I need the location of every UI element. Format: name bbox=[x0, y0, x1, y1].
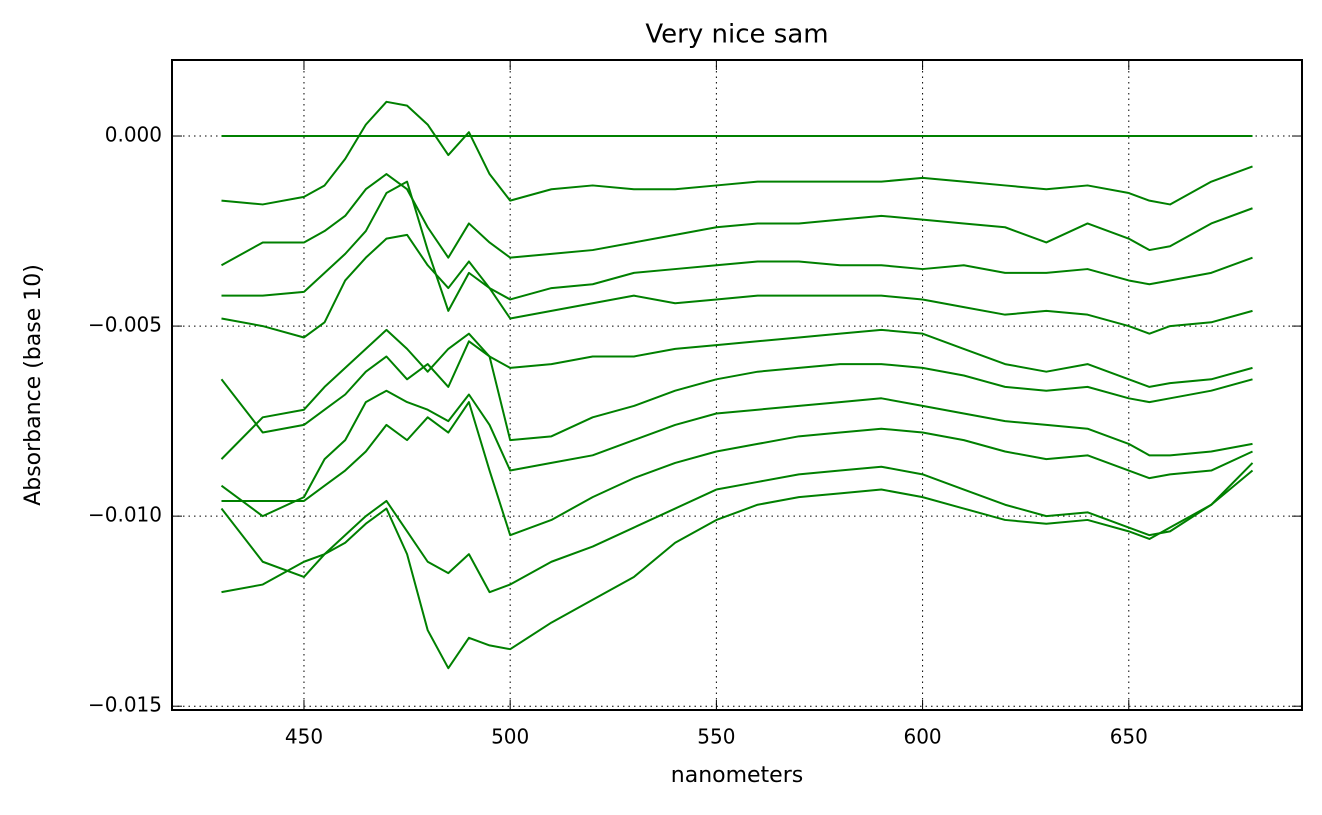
plot-frame bbox=[171, 59, 1303, 711]
data-line bbox=[221, 401, 1253, 537]
x-tick-label: 450 bbox=[285, 725, 323, 749]
x-tick-label: 650 bbox=[1110, 725, 1148, 749]
y-axis-label: Absorbance (base 10) bbox=[21, 264, 46, 506]
data-line bbox=[220, 462, 1254, 594]
data-line bbox=[220, 389, 1253, 518]
y-tick-label: −0.010 bbox=[88, 503, 162, 527]
data-line bbox=[220, 328, 1253, 434]
x-tick-label: 550 bbox=[697, 725, 735, 749]
chart-title: Very nice sam bbox=[645, 20, 828, 50]
x-axis-label: nanometers bbox=[671, 763, 803, 788]
data-line bbox=[221, 233, 1253, 339]
x-tick-label: 500 bbox=[491, 725, 529, 749]
data-line bbox=[221, 173, 1253, 267]
data-line bbox=[221, 469, 1254, 670]
data-line bbox=[221, 100, 1253, 206]
x-tick-label: 600 bbox=[903, 725, 941, 749]
y-tick-label: −0.005 bbox=[88, 313, 162, 337]
y-tick-label: 0.000 bbox=[105, 123, 162, 147]
data-line bbox=[221, 180, 1253, 312]
y-tick-label: −0.015 bbox=[88, 693, 162, 717]
data-line bbox=[220, 328, 1253, 460]
